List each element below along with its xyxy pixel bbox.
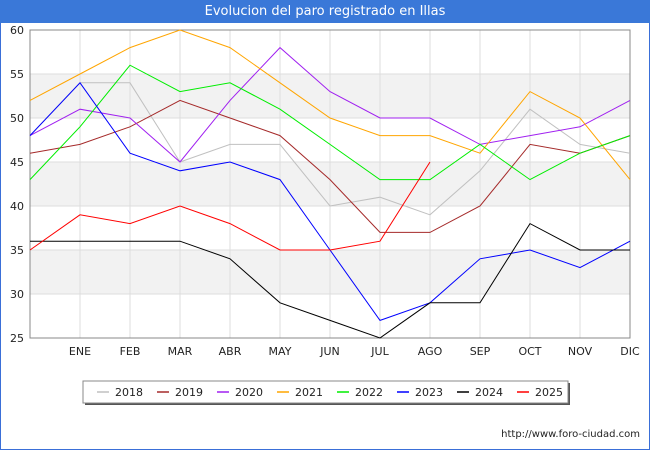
legend-label-2018: 2018 — [115, 386, 143, 399]
series-line-2021 — [29, 29, 631, 180]
x-tick-label: MAR — [168, 345, 193, 358]
legend-label-2020: 2020 — [235, 386, 263, 399]
x-tick-label: OCT — [518, 345, 541, 358]
legend-label-2019: 2019 — [175, 386, 203, 399]
series-line-2022 — [29, 64, 631, 181]
x-tick-label: AGO — [418, 345, 443, 358]
x-tick-label: NOV — [568, 345, 593, 358]
plot-border — [29, 29, 631, 339]
series-line-2024 — [30, 222, 630, 339]
series-line-2020 — [29, 46, 631, 163]
legend-label-2023: 2023 — [415, 386, 443, 399]
legend-label-2024: 2024 — [475, 386, 503, 399]
x-tick-label: MAY — [269, 345, 292, 358]
y-tick-label: 50 — [10, 112, 24, 125]
y-tick-label: 55 — [10, 68, 24, 81]
legend-label-2021: 2021 — [295, 386, 323, 399]
y-tick-label: 25 — [10, 332, 24, 345]
legend-box — [82, 380, 569, 404]
x-tick-label: JUN — [319, 345, 340, 358]
series-line-2019 — [29, 99, 631, 233]
series-line-2025 — [29, 161, 431, 251]
legend-label-2025: 2025 — [535, 386, 563, 399]
y-tick-label: 40 — [10, 200, 24, 213]
x-tick-label: ABR — [219, 345, 242, 358]
x-tick-label: FEB — [120, 345, 141, 358]
y-tick-label: 35 — [10, 244, 24, 257]
y-tick-label: 30 — [10, 288, 24, 301]
legend-label-2022: 2022 — [355, 386, 383, 399]
x-tick-label: JUL — [370, 345, 389, 358]
x-tick-label: SEP — [470, 345, 491, 358]
x-tick-label: ENE — [69, 345, 91, 358]
chart-title: Evolucion del paro registrado en Illas — [0, 0, 650, 23]
source-watermark: http://www.foro-ciudad.com — [501, 429, 640, 440]
series-line-2018 — [29, 82, 631, 216]
x-tick-label: DIC — [620, 345, 640, 358]
y-tick-label: 45 — [10, 156, 24, 169]
y-tick-label: 60 — [10, 24, 24, 37]
